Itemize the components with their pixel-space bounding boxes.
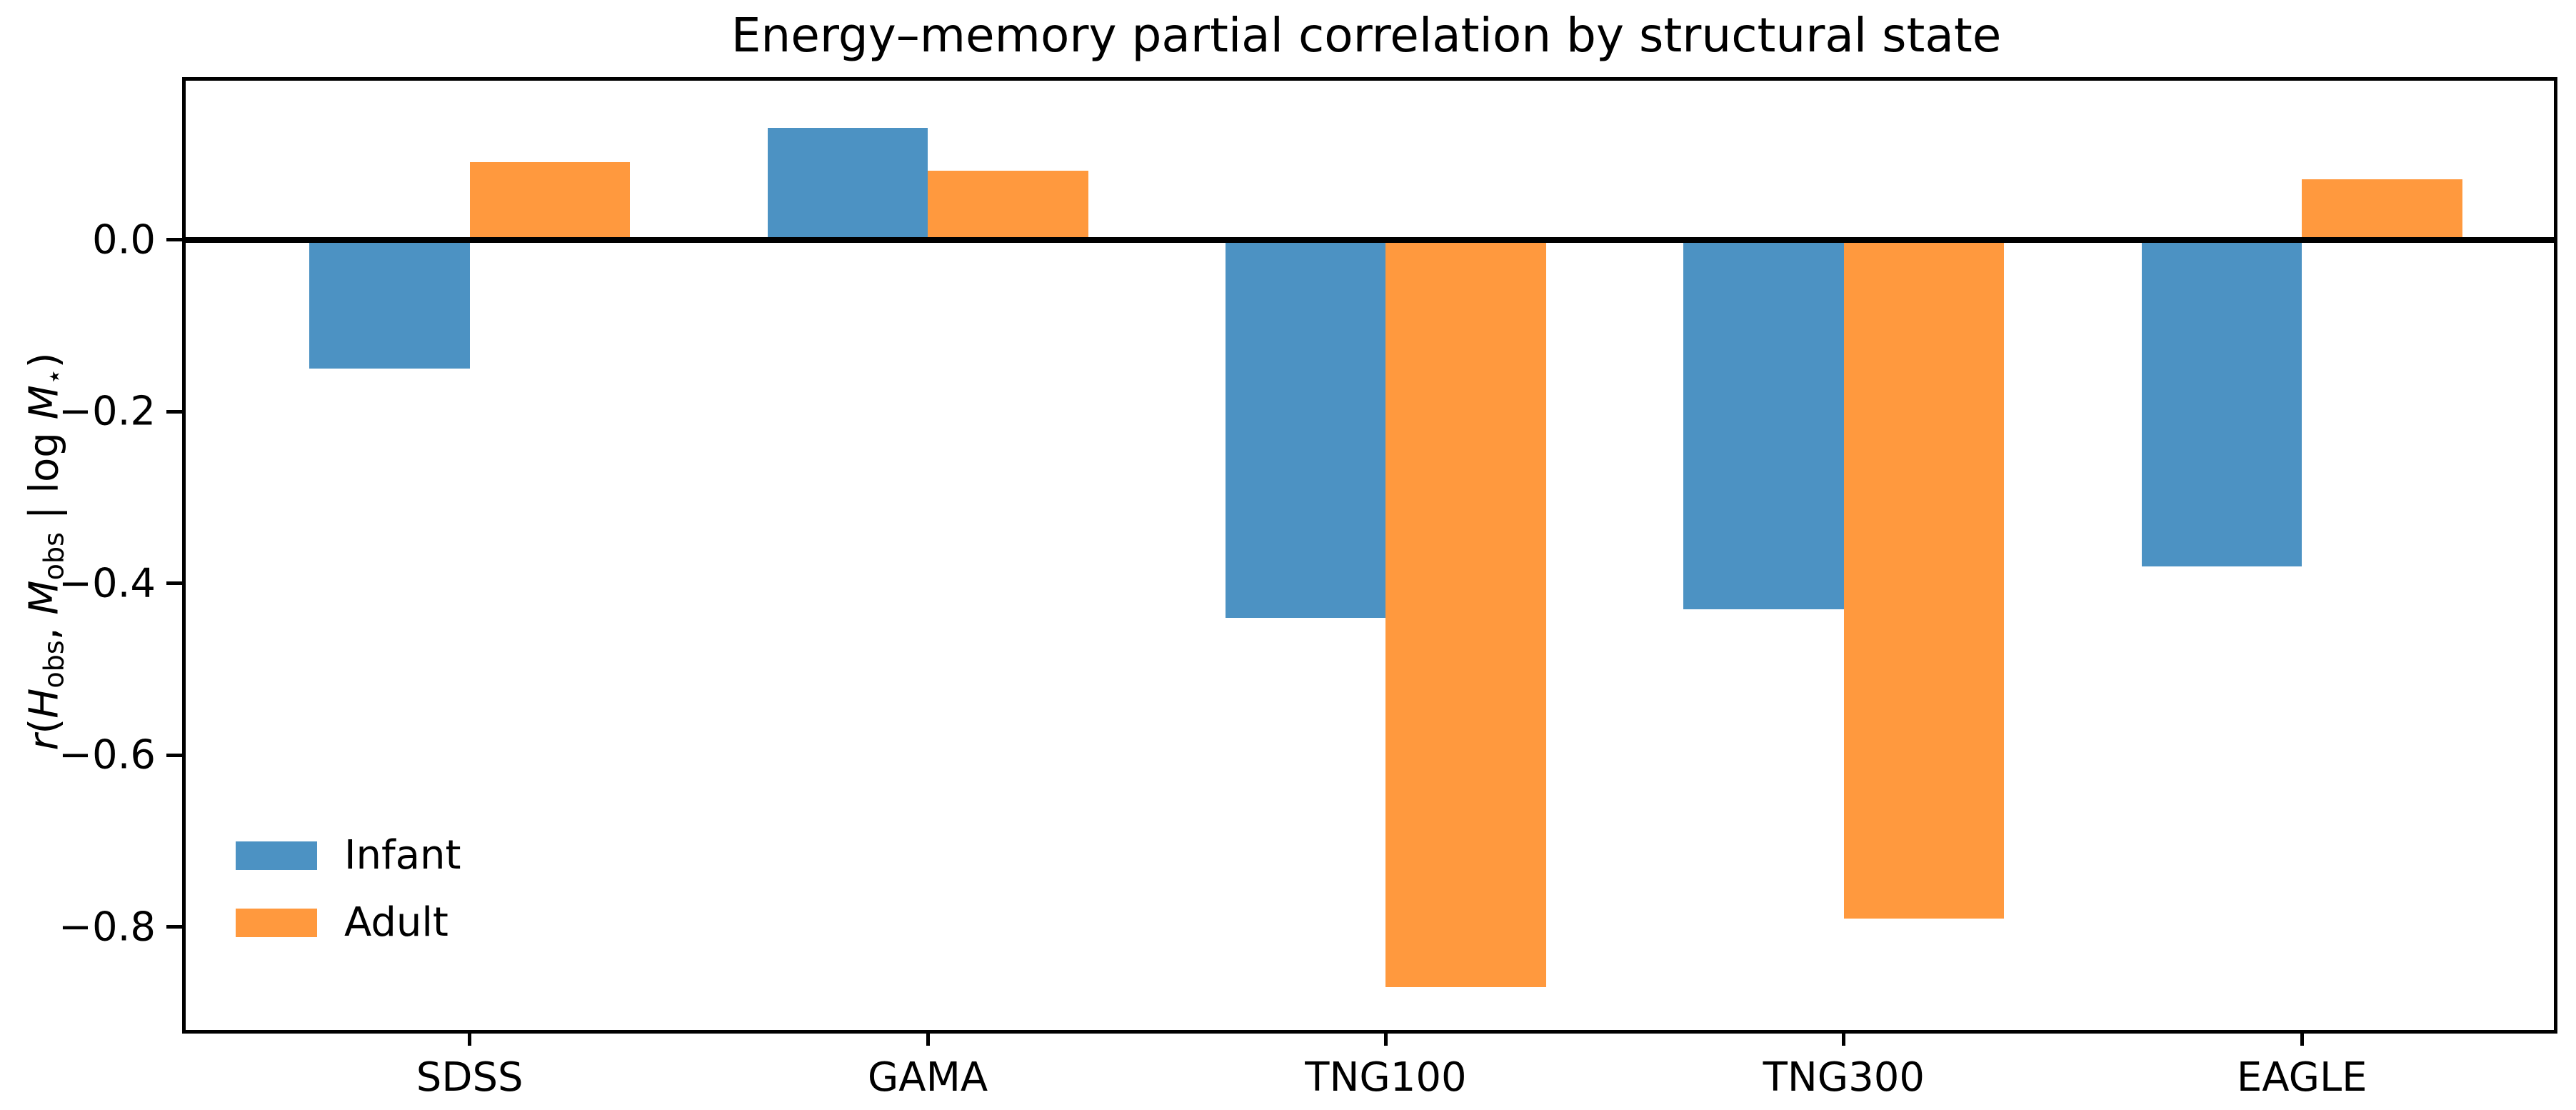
bar-eagle-infant <box>2141 239 2302 566</box>
y-tick-label: −0.2 <box>59 388 156 435</box>
y-tick-label: −0.8 <box>59 904 156 951</box>
x-tick-mark <box>1842 1030 1846 1046</box>
bar-gama-infant <box>767 128 928 240</box>
legend: Infant Adult <box>236 836 461 943</box>
y-tick-label: −0.4 <box>59 560 156 607</box>
ylabel-H: H <box>21 688 68 719</box>
ylabel-comma: , <box>21 614 68 641</box>
plot-area: 0.0 −0.2 −0.4 −0.6 −0.8 SDSS GAMA TNG100 TNG300 E… <box>59 77 2557 1101</box>
legend-swatch-adult <box>236 909 317 937</box>
y-tick-mark <box>166 409 182 414</box>
x-tick-mark <box>468 1030 472 1046</box>
ylabel-close-paren: ) <box>21 352 68 369</box>
bar-tng100-infant <box>1225 239 1386 618</box>
bar-tng100-adult <box>1385 239 1546 987</box>
legend-swatch-infant <box>236 841 317 870</box>
y-tick-mark <box>166 581 182 586</box>
bar-gama-adult <box>928 171 1088 240</box>
y-tick-label: −0.6 <box>59 731 156 779</box>
ylabel-mid-bar: | <box>21 493 68 533</box>
x-tick-label-tng300: TNG300 <box>1763 1054 1925 1101</box>
bar-sdss-adult <box>469 162 631 240</box>
legend-item-adult: Adult <box>236 903 461 943</box>
x-tick-mark <box>1383 1030 1388 1046</box>
ylabel-M2-sub: ⋆ <box>38 368 70 386</box>
x-tick-label-eagle: EAGLE <box>2236 1054 2367 1101</box>
bar-tng300-infant <box>1683 239 1844 609</box>
x-tick-label-gama: GAMA <box>867 1054 988 1101</box>
legend-label-infant: Infant <box>344 832 461 879</box>
y-tick-mark <box>166 238 182 241</box>
x-tick-label-tng100: TNG100 <box>1305 1054 1467 1101</box>
x-tick-label-sdss: SDSS <box>416 1054 523 1101</box>
bar-sdss-infant <box>309 239 470 369</box>
bar-tng300-adult <box>1843 239 2005 919</box>
ylabel-H-sub: obs <box>38 640 70 689</box>
legend-item-infant: Infant <box>236 836 461 876</box>
y-tick-mark <box>166 925 182 929</box>
y-tick-mark <box>166 753 182 757</box>
bar-eagle-adult <box>2302 179 2462 240</box>
chart-title: Energy–memory partial correlation by str… <box>731 8 2002 63</box>
x-tick-mark <box>2300 1030 2304 1046</box>
zero-line <box>186 236 2554 243</box>
y-tick-label: 0.0 <box>91 216 156 263</box>
x-tick-mark <box>926 1030 930 1046</box>
legend-label-adult: Adult <box>344 899 448 946</box>
